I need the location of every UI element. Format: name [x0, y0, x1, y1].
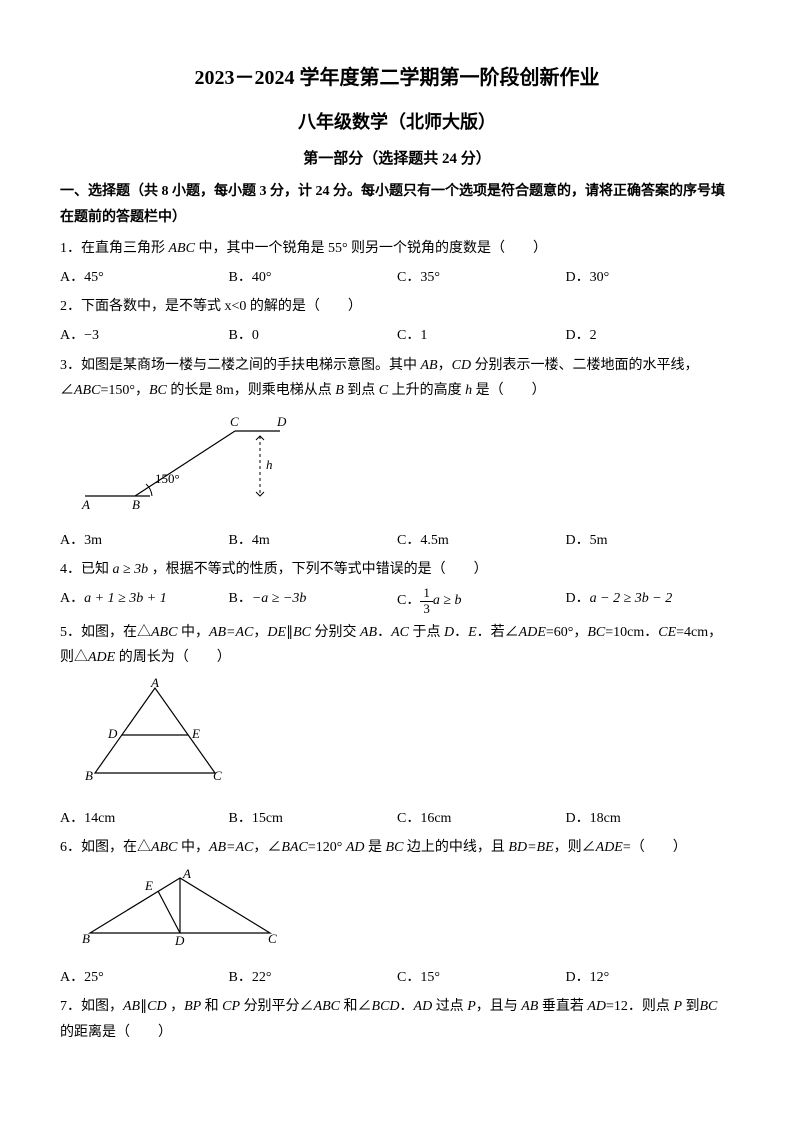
q3-c1: ，: [438, 358, 452, 373]
q6-opt-a: A．25°: [60, 965, 229, 990]
q6-opt-c: C．15°: [397, 965, 566, 990]
q5-opt-b: B．15cm: [229, 806, 398, 831]
q4-ta: 4．已知: [60, 562, 113, 577]
q3-bc: BC: [149, 383, 167, 398]
svg-text:D: D: [174, 933, 185, 948]
q5-opt-d: D．18cm: [566, 806, 735, 831]
question-3: 3．如图是某商场一楼与二楼之间的手扶电梯示意图。其中 AB，CD 分别表示一楼、…: [60, 353, 734, 403]
svg-text:A: A: [150, 678, 159, 690]
svg-text:C: C: [213, 768, 222, 783]
title-main: 2023－2024 学年度第二学期第一阶段创新作业: [60, 60, 734, 96]
question-1: 1．在直角三角形 ABC 中，其中一个锐角是 55° 则另一个锐角的度数是（ ）: [60, 236, 734, 261]
angle-label: 150°: [155, 471, 180, 486]
q6-opt-b: B．22°: [229, 965, 398, 990]
q3-ta: 3．如图是某商场一楼与二楼之间的手扶电梯示意图。其中: [60, 358, 421, 373]
q6-figure: A B C D E: [80, 868, 734, 957]
q1-opt-d: D．30°: [566, 265, 735, 290]
q3-opt-d: D．5m: [566, 528, 735, 553]
question-6: 6．如图，在△ABC 中，AB=AC，∠BAC=120° AD 是 BC 边上的…: [60, 835, 734, 860]
q3-options: A．3m B．4m C．4.5m D．5m: [60, 528, 734, 553]
svg-text:C: C: [268, 931, 277, 946]
q3-c: C: [379, 383, 388, 398]
q3-opt-c: C．4.5m: [397, 528, 566, 553]
escalator-diagram: 150° A B C D h: [80, 411, 290, 511]
svg-text:B: B: [132, 497, 140, 511]
question-5: 5．如图，在△ABC 中，AB=AC，DE∥BC 分别交 AB．AC 于点 D．…: [60, 620, 734, 670]
svg-text:C: C: [230, 414, 239, 429]
q1-abc: ABC: [169, 241, 195, 256]
q1-options: A．45° B．40° C．35° D．30°: [60, 265, 734, 290]
q1-opt-b: B．40°: [229, 265, 398, 290]
q4-opt-c: C．13a ≥ b: [397, 586, 566, 616]
q1-opt-c: C．35°: [397, 265, 566, 290]
q3-te: 到点: [344, 383, 379, 398]
title-part: 第一部分（选择题共 24 分）: [60, 146, 734, 173]
q3-td: 的长是 8m，则乘电梯从点: [167, 383, 335, 398]
q3-figure: 150° A B C D h: [80, 411, 734, 520]
question-2: 2．下面各数中，是不等式 x<0 的解的是（ ）: [60, 294, 734, 319]
svg-text:D: D: [107, 726, 118, 741]
q3-abc2: ABC: [74, 383, 100, 398]
title-sub: 八年级数学（北师大版）: [60, 106, 734, 138]
q2-opt-a: A．−3: [60, 323, 229, 348]
triangle-diagram: A B C D E: [80, 678, 230, 788]
triangle-median-diagram: A B C D E: [80, 868, 280, 948]
svg-text:h: h: [266, 457, 273, 472]
svg-text:E: E: [191, 726, 200, 741]
q1-text-a: 1．在直角三角形: [60, 241, 169, 256]
section-header: 一、选择题（共 8 小题，每小题 3 分，计 24 分。每小题只有一个选项是符合…: [60, 179, 734, 229]
q1-text-b: 中，其中一个锐角是 55° 则另一个锐角的度数是（ ）: [195, 241, 547, 256]
q2-opt-c: C．1: [397, 323, 566, 348]
svg-text:A: A: [182, 868, 191, 881]
q5-opt-c: C．16cm: [397, 806, 566, 831]
q5-opt-a: A．14cm: [60, 806, 229, 831]
q4-opt-d: D．a − 2 ≥ 3b − 2: [566, 586, 735, 616]
q4-opt-a: A．a + 1 ≥ 3b + 1: [60, 586, 229, 616]
q4-tb: ，根据不等式的性质，下列不等式中错误的是（ ）: [148, 562, 488, 577]
q2-options: A．−3 B．0 C．1 D．2: [60, 323, 734, 348]
q3-tf: 上升的高度: [388, 383, 465, 398]
q3-tg: 是（ ）: [472, 383, 546, 398]
svg-text:B: B: [82, 931, 90, 946]
q3-ab: AB: [421, 358, 438, 373]
q5-figure: A B C D E: [80, 678, 734, 797]
svg-text:B: B: [85, 768, 93, 783]
q3-opt-a: A．3m: [60, 528, 229, 553]
question-7: 7．如图，AB∥CD ，BP 和 CP 分别平分∠ABC 和∠BCD．AD 过点…: [60, 994, 734, 1044]
q4-options: A．a + 1 ≥ 3b + 1 B．−a ≥ −3b C．13a ≥ b D．…: [60, 586, 734, 616]
q5-ta: 5．如图，在△: [60, 625, 151, 640]
svg-text:A: A: [81, 497, 90, 511]
q4-ineq: a ≥ 3b: [113, 562, 149, 577]
q4-opt-b: B．−a ≥ −3b: [229, 586, 398, 616]
q5-options: A．14cm B．15cm C．16cm D．18cm: [60, 806, 734, 831]
svg-text:D: D: [276, 414, 287, 429]
q6-opt-d: D．12°: [566, 965, 735, 990]
q3-cd: CD: [452, 358, 471, 373]
q2-opt-d: D．2: [566, 323, 735, 348]
q3-b: B: [335, 383, 344, 398]
q1-opt-a: A．45°: [60, 265, 229, 290]
svg-text:E: E: [144, 878, 153, 893]
q6-options: A．25° B．22° C．15° D．12°: [60, 965, 734, 990]
q3-opt-b: B．4m: [229, 528, 398, 553]
q3-tc: =150°，: [100, 383, 149, 398]
q2-opt-b: B．0: [229, 323, 398, 348]
question-4: 4．已知 a ≥ 3b ，根据不等式的性质，下列不等式中错误的是（ ）: [60, 557, 734, 582]
